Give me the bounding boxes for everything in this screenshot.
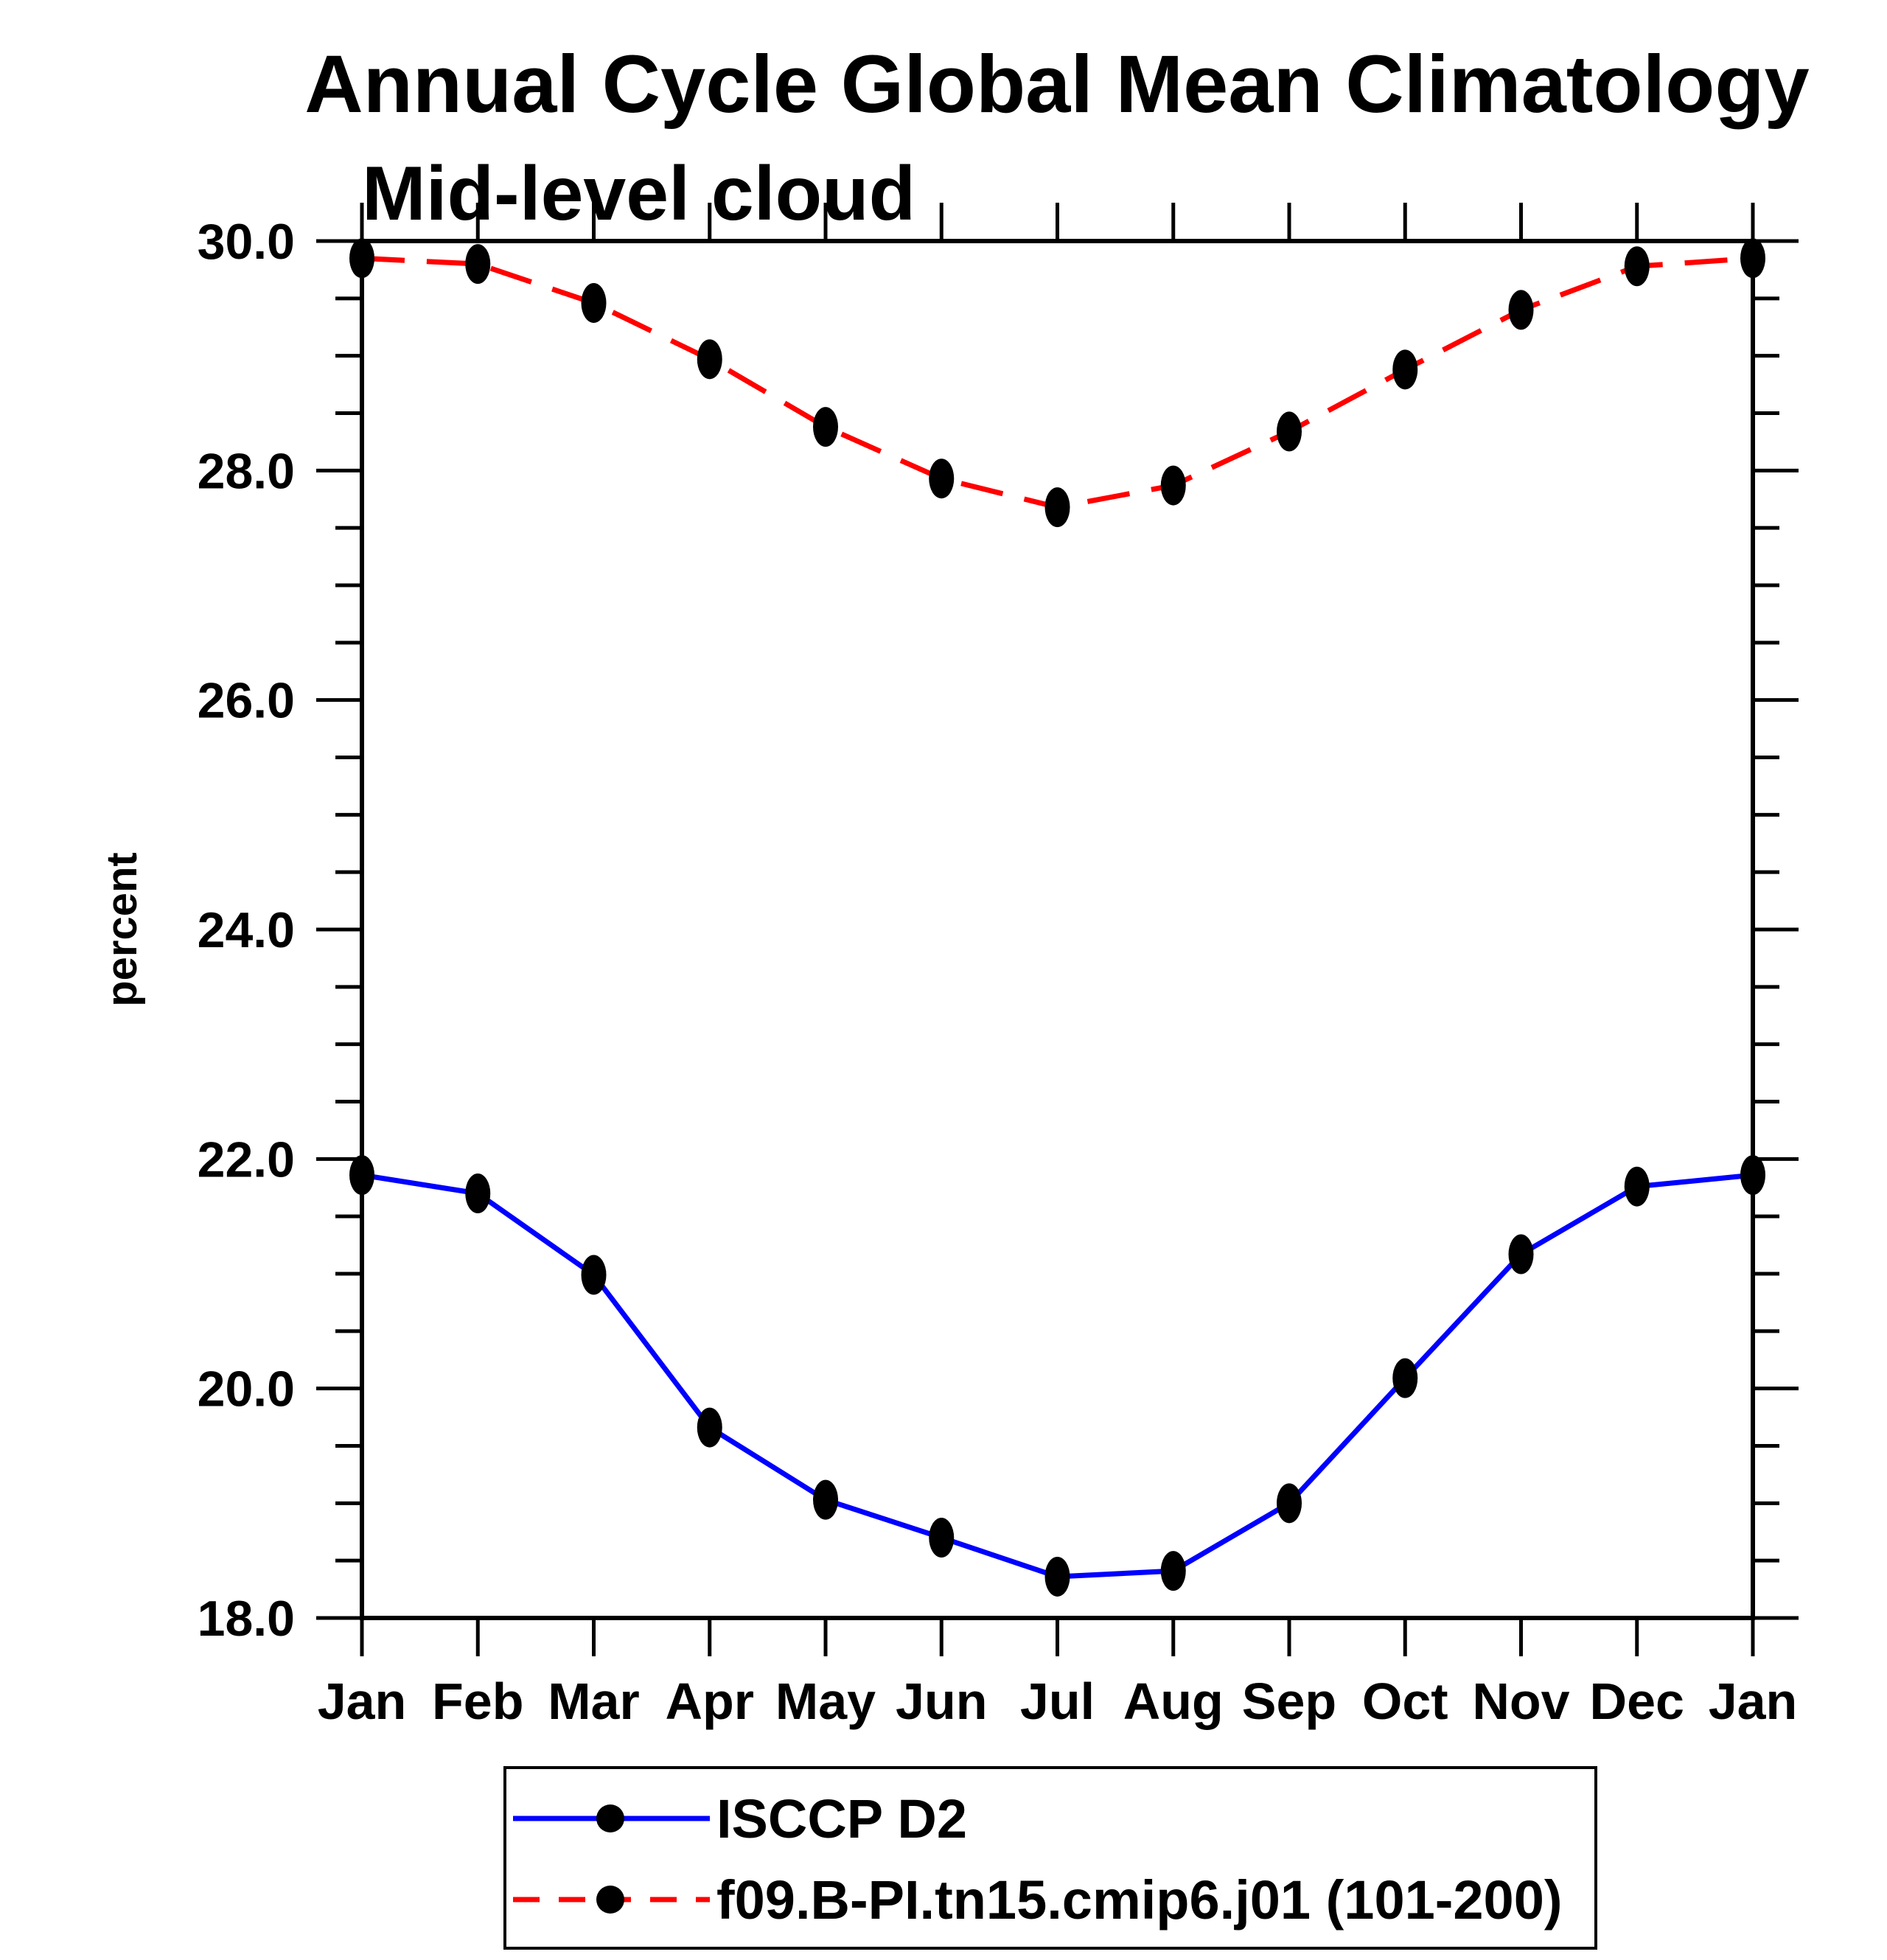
chart-title: Annual Cycle Global Mean Climatology (304, 39, 1809, 130)
data-point-marker (1277, 411, 1302, 452)
x-tick-label: Jul (1020, 1673, 1095, 1730)
data-point-marker (349, 1155, 374, 1196)
x-tick-label: Jan (1709, 1673, 1798, 1730)
data-point-marker (465, 244, 491, 285)
data-point-marker (581, 283, 607, 324)
x-tick-label: Aug (1123, 1673, 1224, 1730)
legend-marker (596, 1886, 624, 1914)
data-point-marker (1740, 1155, 1765, 1196)
data-point-marker (1624, 1166, 1650, 1207)
plot-frame (360, 239, 1755, 1620)
data-point-marker (1160, 465, 1186, 506)
x-tick-label: Oct (1362, 1673, 1448, 1730)
data-point-marker (465, 1173, 491, 1214)
legend: ISCCP D2 f09.B-PI.tn15.cmip6.j01 (101-200… (503, 1766, 1597, 1950)
y-tick-label: 20.0 (198, 1361, 295, 1417)
legend-label: f09.B-PI.tn15.cmip6.j01 (101-200) (716, 1869, 1563, 1931)
data-point-marker (1392, 349, 1418, 390)
legend-marker (596, 1804, 624, 1832)
data-point-marker (697, 1407, 722, 1448)
data-point-marker (1740, 238, 1765, 279)
y-axis-label: percent (98, 852, 146, 1007)
data-point-marker (813, 1479, 838, 1520)
data-point-marker (813, 407, 838, 447)
series-line-isccp-d2 (361, 1172, 1754, 1580)
y-tick-label: 22.0 (198, 1131, 295, 1187)
data-point-marker (1277, 1483, 1302, 1524)
legend-label: ISCCP D2 (716, 1788, 967, 1849)
data-point-marker (929, 458, 955, 499)
data-point-marker (1508, 290, 1534, 330)
x-tick-label: Apr (665, 1673, 754, 1730)
x-tick-label: Sep (1242, 1673, 1336, 1730)
x-tick-label: Jun (896, 1673, 987, 1730)
y-tick-label: 30.0 (198, 214, 295, 270)
y-tick-label: 26.0 (198, 673, 295, 729)
axes: Jan Feb Mar Apr May Jun Jul Aug Sep Oct Nov Dec Jan 1… (198, 203, 1799, 1730)
data-point-marker (1624, 246, 1650, 287)
data-point-marker (1392, 1358, 1418, 1398)
data-point-marker (1044, 1556, 1070, 1597)
data-point-marker (1044, 487, 1070, 528)
x-tick-label: Dec (1590, 1673, 1684, 1730)
data-point-marker (1160, 1551, 1186, 1591)
data-series (349, 238, 1765, 1597)
data-point-marker (929, 1518, 955, 1558)
y-tick-label: 18.0 (198, 1591, 295, 1647)
x-tick-label: Mar (548, 1673, 639, 1730)
data-point-marker (697, 339, 722, 380)
data-point-marker (349, 238, 374, 279)
x-tick-label: May (775, 1673, 876, 1730)
legend-box (503, 1766, 1597, 1950)
x-tick-label: Feb (432, 1673, 523, 1730)
y-tick-label: 28.0 (198, 443, 295, 499)
chart-subtitle: Mid-level cloud (362, 151, 915, 237)
x-tick-label: Jan (318, 1673, 407, 1730)
series-line-model (361, 255, 1754, 510)
data-point-marker (581, 1255, 607, 1295)
data-point-marker (1508, 1234, 1534, 1274)
x-tick-label: Nov (1472, 1673, 1569, 1730)
y-tick-label: 24.0 (198, 902, 295, 958)
